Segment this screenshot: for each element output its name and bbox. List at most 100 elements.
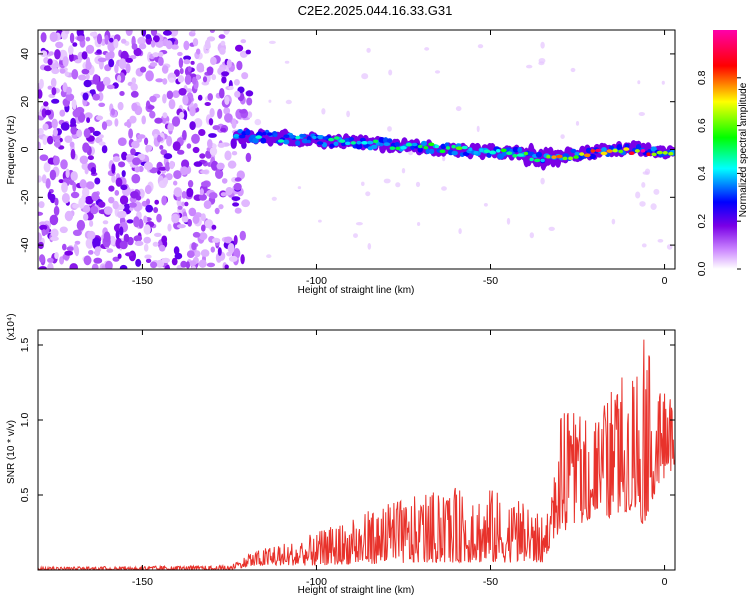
noise-blob xyxy=(483,203,488,207)
noise-blob xyxy=(441,186,447,191)
noise-blob xyxy=(71,99,77,109)
noise-blob xyxy=(87,155,94,161)
noise-blob xyxy=(47,262,54,269)
ridge-peak xyxy=(479,148,484,153)
noise-blob xyxy=(145,204,154,213)
noise-blob xyxy=(38,89,43,99)
noise-blob xyxy=(60,122,70,131)
ridge-core xyxy=(359,137,366,142)
noise-blob xyxy=(43,101,49,107)
noise-blob xyxy=(455,106,462,112)
noise-blob xyxy=(442,156,446,162)
noise-blob xyxy=(145,34,152,40)
noise-blob xyxy=(657,239,664,243)
ridge-core xyxy=(451,150,458,156)
noise-blob xyxy=(134,240,144,246)
noise-blob xyxy=(198,259,207,268)
ridge-peak xyxy=(328,137,335,142)
noise-blob xyxy=(111,163,116,174)
noise-blob xyxy=(415,181,421,188)
noise-blob xyxy=(237,86,245,94)
noise-blob xyxy=(182,130,187,141)
noise-blob xyxy=(54,49,61,60)
ridge-core xyxy=(371,144,378,149)
ridge-peak xyxy=(455,146,463,150)
ridge-core xyxy=(348,137,354,141)
noise-blob xyxy=(167,223,172,232)
noise-blob xyxy=(154,199,159,205)
noise-blob xyxy=(214,207,220,215)
noise-blob xyxy=(224,264,229,269)
ridge-peak xyxy=(389,146,396,150)
noise-blob xyxy=(548,226,555,231)
ridge-peak xyxy=(540,158,545,163)
noise-blob xyxy=(130,191,139,199)
noise-blob xyxy=(191,265,197,269)
noise-blob xyxy=(87,230,96,240)
noise-blob xyxy=(65,168,70,178)
noise-blob xyxy=(52,128,59,137)
ridge-core xyxy=(355,143,363,150)
ridge-peak xyxy=(628,151,635,155)
noise-blob xyxy=(173,187,183,198)
noise-blob xyxy=(114,118,119,127)
noise-blob xyxy=(129,115,137,124)
ridge-peak xyxy=(417,144,423,149)
noise-blob xyxy=(119,195,129,205)
noise-blob xyxy=(102,76,111,86)
noise-blob xyxy=(179,111,185,119)
noise-blob xyxy=(83,255,92,266)
noise-blob xyxy=(241,199,251,208)
noise-blob xyxy=(204,102,211,106)
noise-blob xyxy=(233,79,240,86)
noise-blob xyxy=(115,177,123,187)
noise-blob xyxy=(83,213,89,221)
noise-blob xyxy=(47,85,53,90)
noise-blob xyxy=(104,206,113,215)
noise-blob xyxy=(132,157,141,166)
noise-blob xyxy=(112,200,119,210)
noise-blob xyxy=(181,201,186,207)
y-tick-label: 1.0 xyxy=(19,413,31,428)
noise-blob xyxy=(40,32,47,43)
noise-blob xyxy=(64,210,74,222)
ridge-peak xyxy=(461,145,468,150)
noise-blob xyxy=(366,47,371,53)
snr-y-axis-label: SNR (10 * v/v) xyxy=(6,420,17,484)
noise-blob xyxy=(158,56,164,66)
noise-blob xyxy=(169,160,175,170)
noise-blob xyxy=(638,112,645,116)
noise-blob xyxy=(112,256,120,262)
noise-blob xyxy=(161,65,169,74)
noise-blob xyxy=(93,257,103,264)
noise-blob xyxy=(285,99,292,105)
noise-blob xyxy=(153,207,159,213)
noise-blob xyxy=(76,30,84,38)
noise-blob xyxy=(211,74,217,81)
ridge-core xyxy=(570,148,577,153)
noise-blob xyxy=(64,250,74,256)
noise-blob xyxy=(110,108,116,116)
noise-blob xyxy=(98,102,106,108)
noise-blob xyxy=(207,93,213,101)
ridge-peak xyxy=(439,149,446,154)
noise-blob xyxy=(145,70,154,82)
noise-blob xyxy=(53,155,60,166)
noise-blob xyxy=(179,68,184,75)
noise-blob xyxy=(49,31,58,43)
noise-blob xyxy=(231,118,237,129)
ridge-peak xyxy=(395,146,401,151)
noise-blob xyxy=(82,92,89,101)
noise-blob xyxy=(199,153,206,159)
noise-blob xyxy=(59,226,68,234)
noise-blob xyxy=(284,60,290,64)
ridge-peak xyxy=(451,144,456,149)
noise-blob xyxy=(62,56,69,67)
ridge-peak xyxy=(267,132,273,136)
ridge-peak xyxy=(595,148,602,153)
noise-blob xyxy=(224,96,230,105)
noise-blob xyxy=(203,200,212,210)
noise-blob xyxy=(166,135,173,147)
noise-blob xyxy=(211,224,217,230)
noise-blob xyxy=(173,170,182,180)
